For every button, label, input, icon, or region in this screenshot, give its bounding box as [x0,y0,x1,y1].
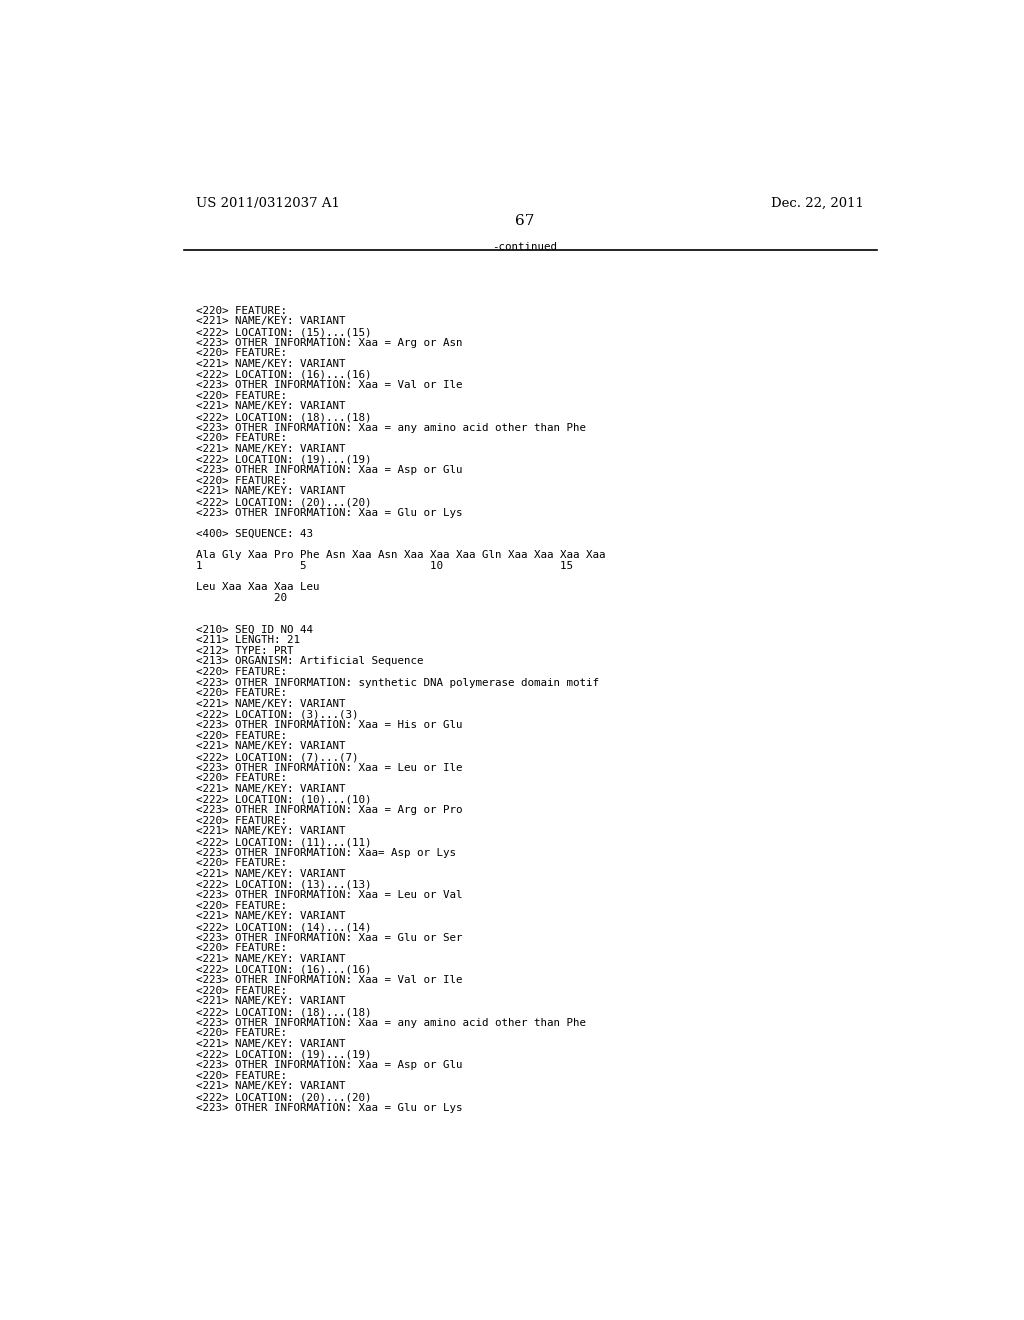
Text: Leu Xaa Xaa Xaa Leu: Leu Xaa Xaa Xaa Leu [197,582,319,593]
Text: <211> LENGTH: 21: <211> LENGTH: 21 [197,635,300,645]
Text: <221> NAME/KEY: VARIANT: <221> NAME/KEY: VARIANT [197,826,346,837]
Text: <223> OTHER INFORMATION: Xaa = Val or Ile: <223> OTHER INFORMATION: Xaa = Val or Il… [197,380,463,391]
Text: <221> NAME/KEY: VARIANT: <221> NAME/KEY: VARIANT [197,444,346,454]
Text: <223> OTHER INFORMATION: Xaa = Leu or Val: <223> OTHER INFORMATION: Xaa = Leu or Va… [197,890,463,900]
Text: <221> NAME/KEY: VARIANT: <221> NAME/KEY: VARIANT [197,912,346,921]
Text: <220> FEATURE:: <220> FEATURE: [197,986,287,995]
Text: <220> FEATURE:: <220> FEATURE: [197,944,287,953]
Text: <223> OTHER INFORMATION: synthetic DNA polymerase domain motif: <223> OTHER INFORMATION: synthetic DNA p… [197,677,599,688]
Text: <222> LOCATION: (11)...(11): <222> LOCATION: (11)...(11) [197,837,372,847]
Text: <220> FEATURE:: <220> FEATURE: [197,858,287,869]
Text: <220> FEATURE:: <220> FEATURE: [197,688,287,698]
Text: <222> LOCATION: (19)...(19): <222> LOCATION: (19)...(19) [197,1049,372,1060]
Text: <220> FEATURE:: <220> FEATURE: [197,475,287,486]
Text: <221> NAME/KEY: VARIANT: <221> NAME/KEY: VARIANT [197,359,346,368]
Text: <222> LOCATION: (7)...(7): <222> LOCATION: (7)...(7) [197,752,358,762]
Text: <400> SEQUENCE: 43: <400> SEQUENCE: 43 [197,529,313,539]
Text: <223> OTHER INFORMATION: Xaa = His or Glu: <223> OTHER INFORMATION: Xaa = His or Gl… [197,721,463,730]
Text: <223> OTHER INFORMATION: Xaa = Arg or Asn: <223> OTHER INFORMATION: Xaa = Arg or As… [197,338,463,347]
Text: <222> LOCATION: (13)...(13): <222> LOCATION: (13)...(13) [197,879,372,890]
Text: <222> LOCATION: (3)...(3): <222> LOCATION: (3)...(3) [197,710,358,719]
Text: <213> ORGANISM: Artificial Sequence: <213> ORGANISM: Artificial Sequence [197,656,424,667]
Text: <222> LOCATION: (20)...(20): <222> LOCATION: (20)...(20) [197,498,372,507]
Text: <220> FEATURE:: <220> FEATURE: [197,306,287,315]
Text: <221> NAME/KEY: VARIANT: <221> NAME/KEY: VARIANT [197,869,346,879]
Text: <212> TYPE: PRT: <212> TYPE: PRT [197,645,294,656]
Text: <220> FEATURE:: <220> FEATURE: [197,348,287,358]
Text: <221> NAME/KEY: VARIANT: <221> NAME/KEY: VARIANT [197,487,346,496]
Text: 67: 67 [515,214,535,228]
Text: <210> SEQ ID NO 44: <210> SEQ ID NO 44 [197,624,313,635]
Text: <222> LOCATION: (10)...(10): <222> LOCATION: (10)...(10) [197,795,372,805]
Text: <223> OTHER INFORMATION: Xaa = Glu or Ser: <223> OTHER INFORMATION: Xaa = Glu or Se… [197,933,463,942]
Text: <221> NAME/KEY: VARIANT: <221> NAME/KEY: VARIANT [197,401,346,412]
Text: <220> FEATURE:: <220> FEATURE: [197,1028,287,1039]
Text: 20: 20 [197,593,287,603]
Text: <223> OTHER INFORMATION: Xaa = Glu or Lys: <223> OTHER INFORMATION: Xaa = Glu or Ly… [197,508,463,517]
Text: <220> FEATURE:: <220> FEATURE: [197,731,287,741]
Text: <222> LOCATION: (18)...(18): <222> LOCATION: (18)...(18) [197,1007,372,1018]
Text: <220> FEATURE:: <220> FEATURE: [197,900,287,911]
Text: <223> OTHER INFORMATION: Xaa = any amino acid other than Phe: <223> OTHER INFORMATION: Xaa = any amino… [197,422,586,433]
Text: <221> NAME/KEY: VARIANT: <221> NAME/KEY: VARIANT [197,997,346,1006]
Text: <222> LOCATION: (15)...(15): <222> LOCATION: (15)...(15) [197,327,372,337]
Text: <222> LOCATION: (14)...(14): <222> LOCATION: (14)...(14) [197,923,372,932]
Text: 1               5                   10                  15: 1 5 10 15 [197,561,573,570]
Text: <220> FEATURE:: <220> FEATURE: [197,667,287,677]
Text: <220> FEATURE:: <220> FEATURE: [197,774,287,783]
Text: <221> NAME/KEY: VARIANT: <221> NAME/KEY: VARIANT [197,742,346,751]
Text: <222> LOCATION: (19)...(19): <222> LOCATION: (19)...(19) [197,454,372,465]
Text: <223> OTHER INFORMATION: Xaa = Arg or Pro: <223> OTHER INFORMATION: Xaa = Arg or Pr… [197,805,463,816]
Text: <223> OTHER INFORMATION: Xaa = Asp or Glu: <223> OTHER INFORMATION: Xaa = Asp or Gl… [197,1060,463,1071]
Text: <221> NAME/KEY: VARIANT: <221> NAME/KEY: VARIANT [197,317,346,326]
Text: <223> OTHER INFORMATION: Xaa= Asp or Lys: <223> OTHER INFORMATION: Xaa= Asp or Lys [197,847,457,858]
Text: <223> OTHER INFORMATION: Xaa = Asp or Glu: <223> OTHER INFORMATION: Xaa = Asp or Gl… [197,465,463,475]
Text: US 2011/0312037 A1: US 2011/0312037 A1 [197,197,340,210]
Text: <223> OTHER INFORMATION: Xaa = any amino acid other than Phe: <223> OTHER INFORMATION: Xaa = any amino… [197,1018,586,1028]
Text: Ala Gly Xaa Pro Phe Asn Xaa Asn Xaa Xaa Xaa Gln Xaa Xaa Xaa Xaa: Ala Gly Xaa Pro Phe Asn Xaa Asn Xaa Xaa … [197,550,606,560]
Text: <223> OTHER INFORMATION: Xaa = Leu or Ile: <223> OTHER INFORMATION: Xaa = Leu or Il… [197,763,463,772]
Text: <221> NAME/KEY: VARIANT: <221> NAME/KEY: VARIANT [197,784,346,793]
Text: <222> LOCATION: (16)...(16): <222> LOCATION: (16)...(16) [197,965,372,974]
Text: <221> NAME/KEY: VARIANT: <221> NAME/KEY: VARIANT [197,1081,346,1092]
Text: <222> LOCATION: (16)...(16): <222> LOCATION: (16)...(16) [197,370,372,380]
Text: <222> LOCATION: (18)...(18): <222> LOCATION: (18)...(18) [197,412,372,422]
Text: <223> OTHER INFORMATION: Xaa = Glu or Lys: <223> OTHER INFORMATION: Xaa = Glu or Ly… [197,1102,463,1113]
Text: <221> NAME/KEY: VARIANT: <221> NAME/KEY: VARIANT [197,1039,346,1049]
Text: <220> FEATURE:: <220> FEATURE: [197,816,287,826]
Text: <222> LOCATION: (20)...(20): <222> LOCATION: (20)...(20) [197,1092,372,1102]
Text: <220> FEATURE:: <220> FEATURE: [197,1071,287,1081]
Text: <220> FEATURE:: <220> FEATURE: [197,433,287,444]
Text: <220> FEATURE:: <220> FEATURE: [197,391,287,401]
Text: <221> NAME/KEY: VARIANT: <221> NAME/KEY: VARIANT [197,954,346,964]
Text: <223> OTHER INFORMATION: Xaa = Val or Ile: <223> OTHER INFORMATION: Xaa = Val or Il… [197,975,463,985]
Text: -continued: -continued [493,242,557,252]
Text: <221> NAME/KEY: VARIANT: <221> NAME/KEY: VARIANT [197,700,346,709]
Text: Dec. 22, 2011: Dec. 22, 2011 [771,197,864,210]
